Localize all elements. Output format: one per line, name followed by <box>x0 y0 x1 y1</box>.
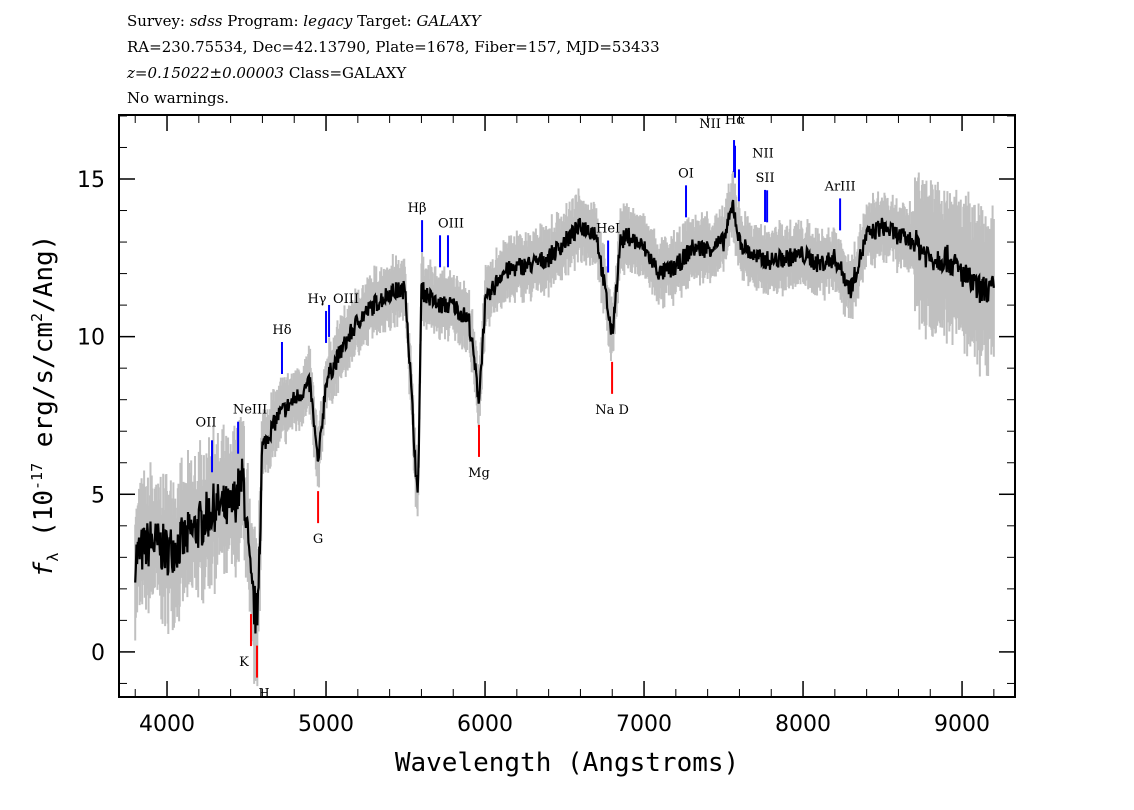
emission-line-label: ArIII <box>824 179 856 194</box>
absorption-line-label: K <box>239 655 249 670</box>
header-line-redshift: z=0.15022±0.00003 Class=GALAXY <box>127 64 407 82</box>
x-axis-label: Wavelength (Angstroms) <box>395 748 739 778</box>
emission-line-label: NII <box>752 146 774 161</box>
y-tick-label: 15 <box>77 168 105 193</box>
x-tick-label: 9000 <box>934 712 990 737</box>
x-tick-label: 6000 <box>457 712 513 737</box>
emission-line-label: Hγ <box>307 292 326 307</box>
emission-line-label: NeIII <box>233 403 267 418</box>
emission-line-label: Hβ <box>408 201 427 216</box>
emission-line-label: Hδ <box>272 323 291 338</box>
emission-line-label: HeI <box>596 222 620 237</box>
emission-line-label: OIII <box>333 292 359 307</box>
header-line-warnings: No warnings. <box>127 89 230 107</box>
header-line-coords: RA=230.75534, Dec=42.13790, Plate=1678, … <box>127 38 660 56</box>
absorption-line-label: H <box>258 687 269 702</box>
y-tick-label: 0 <box>91 641 105 666</box>
axis-ticks: 4000 5000 6000 7000 8000 9000 0 5 10 15 <box>77 115 1015 737</box>
y-tick-label: 5 <box>91 483 105 508</box>
x-tick-label: 8000 <box>775 712 831 737</box>
y-axis-label: fλ (10-17 erg/s/cm2/Ang) <box>28 235 62 578</box>
absorption-line-label: Na D <box>595 403 629 418</box>
line-markers: OII NeIII Hδ Hγ OIII Hβ OIII HeI OI NII Hα NII SII Ar… <box>196 113 856 702</box>
emission-line-label: OI <box>678 166 694 181</box>
absorption-line-label: Mg <box>468 466 490 481</box>
emission-line-label: NII <box>699 117 721 132</box>
emission-line-label: OII <box>196 415 217 430</box>
error-band <box>134 170 995 687</box>
header-line-survey: Survey: sdss Program: legacy Target: GAL… <box>127 12 481 30</box>
absorption-line-label: G <box>313 532 323 547</box>
x-tick-label: 5000 <box>298 712 354 737</box>
plot-frame <box>118 114 1016 698</box>
flux-series <box>134 199 995 634</box>
emission-line-label: OIII <box>438 216 464 231</box>
x-tick-label: 7000 <box>616 712 672 737</box>
emission-line-label: SII <box>755 171 774 186</box>
emission-line-label: Hα <box>725 113 745 128</box>
y-tick-label: 10 <box>77 326 105 351</box>
flux-line <box>134 199 995 634</box>
x-tick-label: 4000 <box>139 712 195 737</box>
